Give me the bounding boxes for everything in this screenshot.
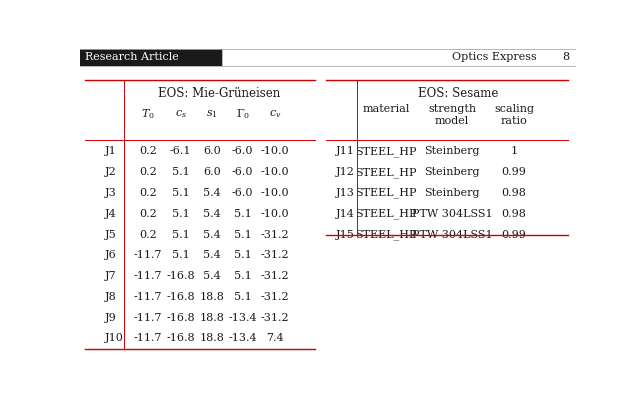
Text: J8: J8: [105, 292, 116, 302]
Text: $c_v$: $c_v$: [269, 109, 282, 120]
Text: -31.2: -31.2: [261, 292, 290, 302]
Text: 5.1: 5.1: [234, 292, 252, 302]
Text: -6.1: -6.1: [170, 146, 191, 156]
Text: 0.99: 0.99: [502, 230, 527, 239]
Text: 5.1: 5.1: [172, 209, 189, 219]
Text: 5.1: 5.1: [172, 251, 189, 260]
Text: J13: J13: [336, 188, 355, 198]
Bar: [222, 49, 576, 66]
Text: J15: J15: [336, 230, 355, 239]
Text: $c_s$: $c_s$: [175, 109, 187, 120]
Text: EOS: Mie-Grüneisen: EOS: Mie-Grüneisen: [158, 87, 280, 100]
Text: $\Gamma_0$: $\Gamma_0$: [236, 108, 250, 121]
Text: J10: J10: [105, 333, 124, 344]
Text: 0.2: 0.2: [140, 209, 157, 219]
Text: -6.0: -6.0: [232, 188, 253, 198]
Text: 6.0: 6.0: [203, 167, 221, 177]
Text: 0.2: 0.2: [140, 230, 157, 239]
Text: $s_1$: $s_1$: [206, 109, 218, 120]
Text: 18.8: 18.8: [199, 292, 224, 302]
Text: -6.0: -6.0: [232, 146, 253, 156]
Text: J2: J2: [105, 167, 116, 177]
Text: J11: J11: [336, 146, 355, 156]
Text: -31.2: -31.2: [261, 230, 290, 239]
Text: 5.4: 5.4: [203, 230, 221, 239]
Text: -16.8: -16.8: [166, 313, 195, 323]
Text: -13.4: -13.4: [228, 333, 257, 344]
Text: -31.2: -31.2: [261, 251, 290, 260]
Text: 5.4: 5.4: [203, 209, 221, 219]
Text: PTW 304LSS1: PTW 304LSS1: [412, 230, 492, 239]
Text: STEEL_HP: STEEL_HP: [355, 188, 417, 198]
Text: Steinberg: Steinberg: [424, 146, 480, 156]
Text: PTW 304LSS1: PTW 304LSS1: [412, 209, 492, 219]
Text: -11.7: -11.7: [134, 333, 163, 344]
Text: STEEL_HP: STEEL_HP: [355, 229, 417, 240]
Text: EOS: Sesame: EOS: Sesame: [418, 87, 499, 100]
Text: J4: J4: [105, 209, 116, 219]
Text: strength: strength: [428, 104, 476, 114]
Text: 5.4: 5.4: [203, 251, 221, 260]
Text: 5.4: 5.4: [203, 271, 221, 281]
Text: 0.2: 0.2: [140, 167, 157, 177]
Text: J1: J1: [105, 146, 116, 156]
Text: STEEL_HP: STEEL_HP: [355, 146, 417, 157]
Text: -16.8: -16.8: [166, 271, 195, 281]
Text: 5.1: 5.1: [234, 271, 252, 281]
Text: -16.8: -16.8: [166, 292, 195, 302]
Text: 0.2: 0.2: [140, 146, 157, 156]
Text: scaling: scaling: [494, 104, 534, 114]
Text: material: material: [362, 104, 410, 114]
Text: -10.0: -10.0: [261, 146, 290, 156]
Text: 5.1: 5.1: [234, 251, 252, 260]
Text: J14: J14: [336, 209, 355, 219]
Text: -11.7: -11.7: [134, 313, 163, 323]
Text: -10.0: -10.0: [261, 209, 290, 219]
Text: 5.1: 5.1: [234, 209, 252, 219]
Text: J7: J7: [105, 271, 116, 281]
Text: $T_0$: $T_0$: [141, 108, 155, 121]
Text: 18.8: 18.8: [199, 333, 224, 344]
Text: 18.8: 18.8: [199, 313, 224, 323]
Text: -11.7: -11.7: [134, 251, 163, 260]
Text: -11.7: -11.7: [134, 271, 163, 281]
Text: -10.0: -10.0: [261, 188, 290, 198]
Text: STEEL_HP: STEEL_HP: [355, 208, 417, 219]
Text: Research Article: Research Article: [85, 53, 179, 62]
Text: 6.0: 6.0: [203, 146, 221, 156]
Text: Steinberg: Steinberg: [424, 188, 480, 198]
Text: Optics Express: Optics Express: [452, 53, 537, 62]
Text: J5: J5: [105, 230, 116, 239]
Text: 0.98: 0.98: [502, 188, 527, 198]
Text: 5.1: 5.1: [172, 230, 189, 239]
Text: 5.1: 5.1: [172, 167, 189, 177]
Text: J3: J3: [105, 188, 116, 198]
Text: Steinberg: Steinberg: [424, 167, 480, 177]
Text: 0.98: 0.98: [502, 209, 527, 219]
Text: 0.99: 0.99: [502, 167, 527, 177]
Text: 8: 8: [562, 53, 569, 62]
Text: -13.4: -13.4: [228, 313, 257, 323]
Text: 7.4: 7.4: [266, 333, 284, 344]
Text: J12: J12: [336, 167, 355, 177]
Text: 1: 1: [511, 146, 518, 156]
Text: 5.1: 5.1: [172, 188, 189, 198]
Text: 5.1: 5.1: [234, 230, 252, 239]
Text: -11.7: -11.7: [134, 292, 163, 302]
Text: J9: J9: [105, 313, 116, 323]
Text: -6.0: -6.0: [232, 167, 253, 177]
Text: STEEL_HP: STEEL_HP: [355, 167, 417, 177]
Text: -10.0: -10.0: [261, 167, 290, 177]
Text: model: model: [435, 116, 469, 126]
Text: 5.4: 5.4: [203, 188, 221, 198]
Text: ratio: ratio: [500, 116, 527, 126]
Text: -31.2: -31.2: [261, 313, 290, 323]
Bar: [80, 49, 222, 66]
Text: 0.2: 0.2: [140, 188, 157, 198]
Text: -16.8: -16.8: [166, 333, 195, 344]
Text: J6: J6: [105, 251, 116, 260]
Text: -31.2: -31.2: [261, 271, 290, 281]
